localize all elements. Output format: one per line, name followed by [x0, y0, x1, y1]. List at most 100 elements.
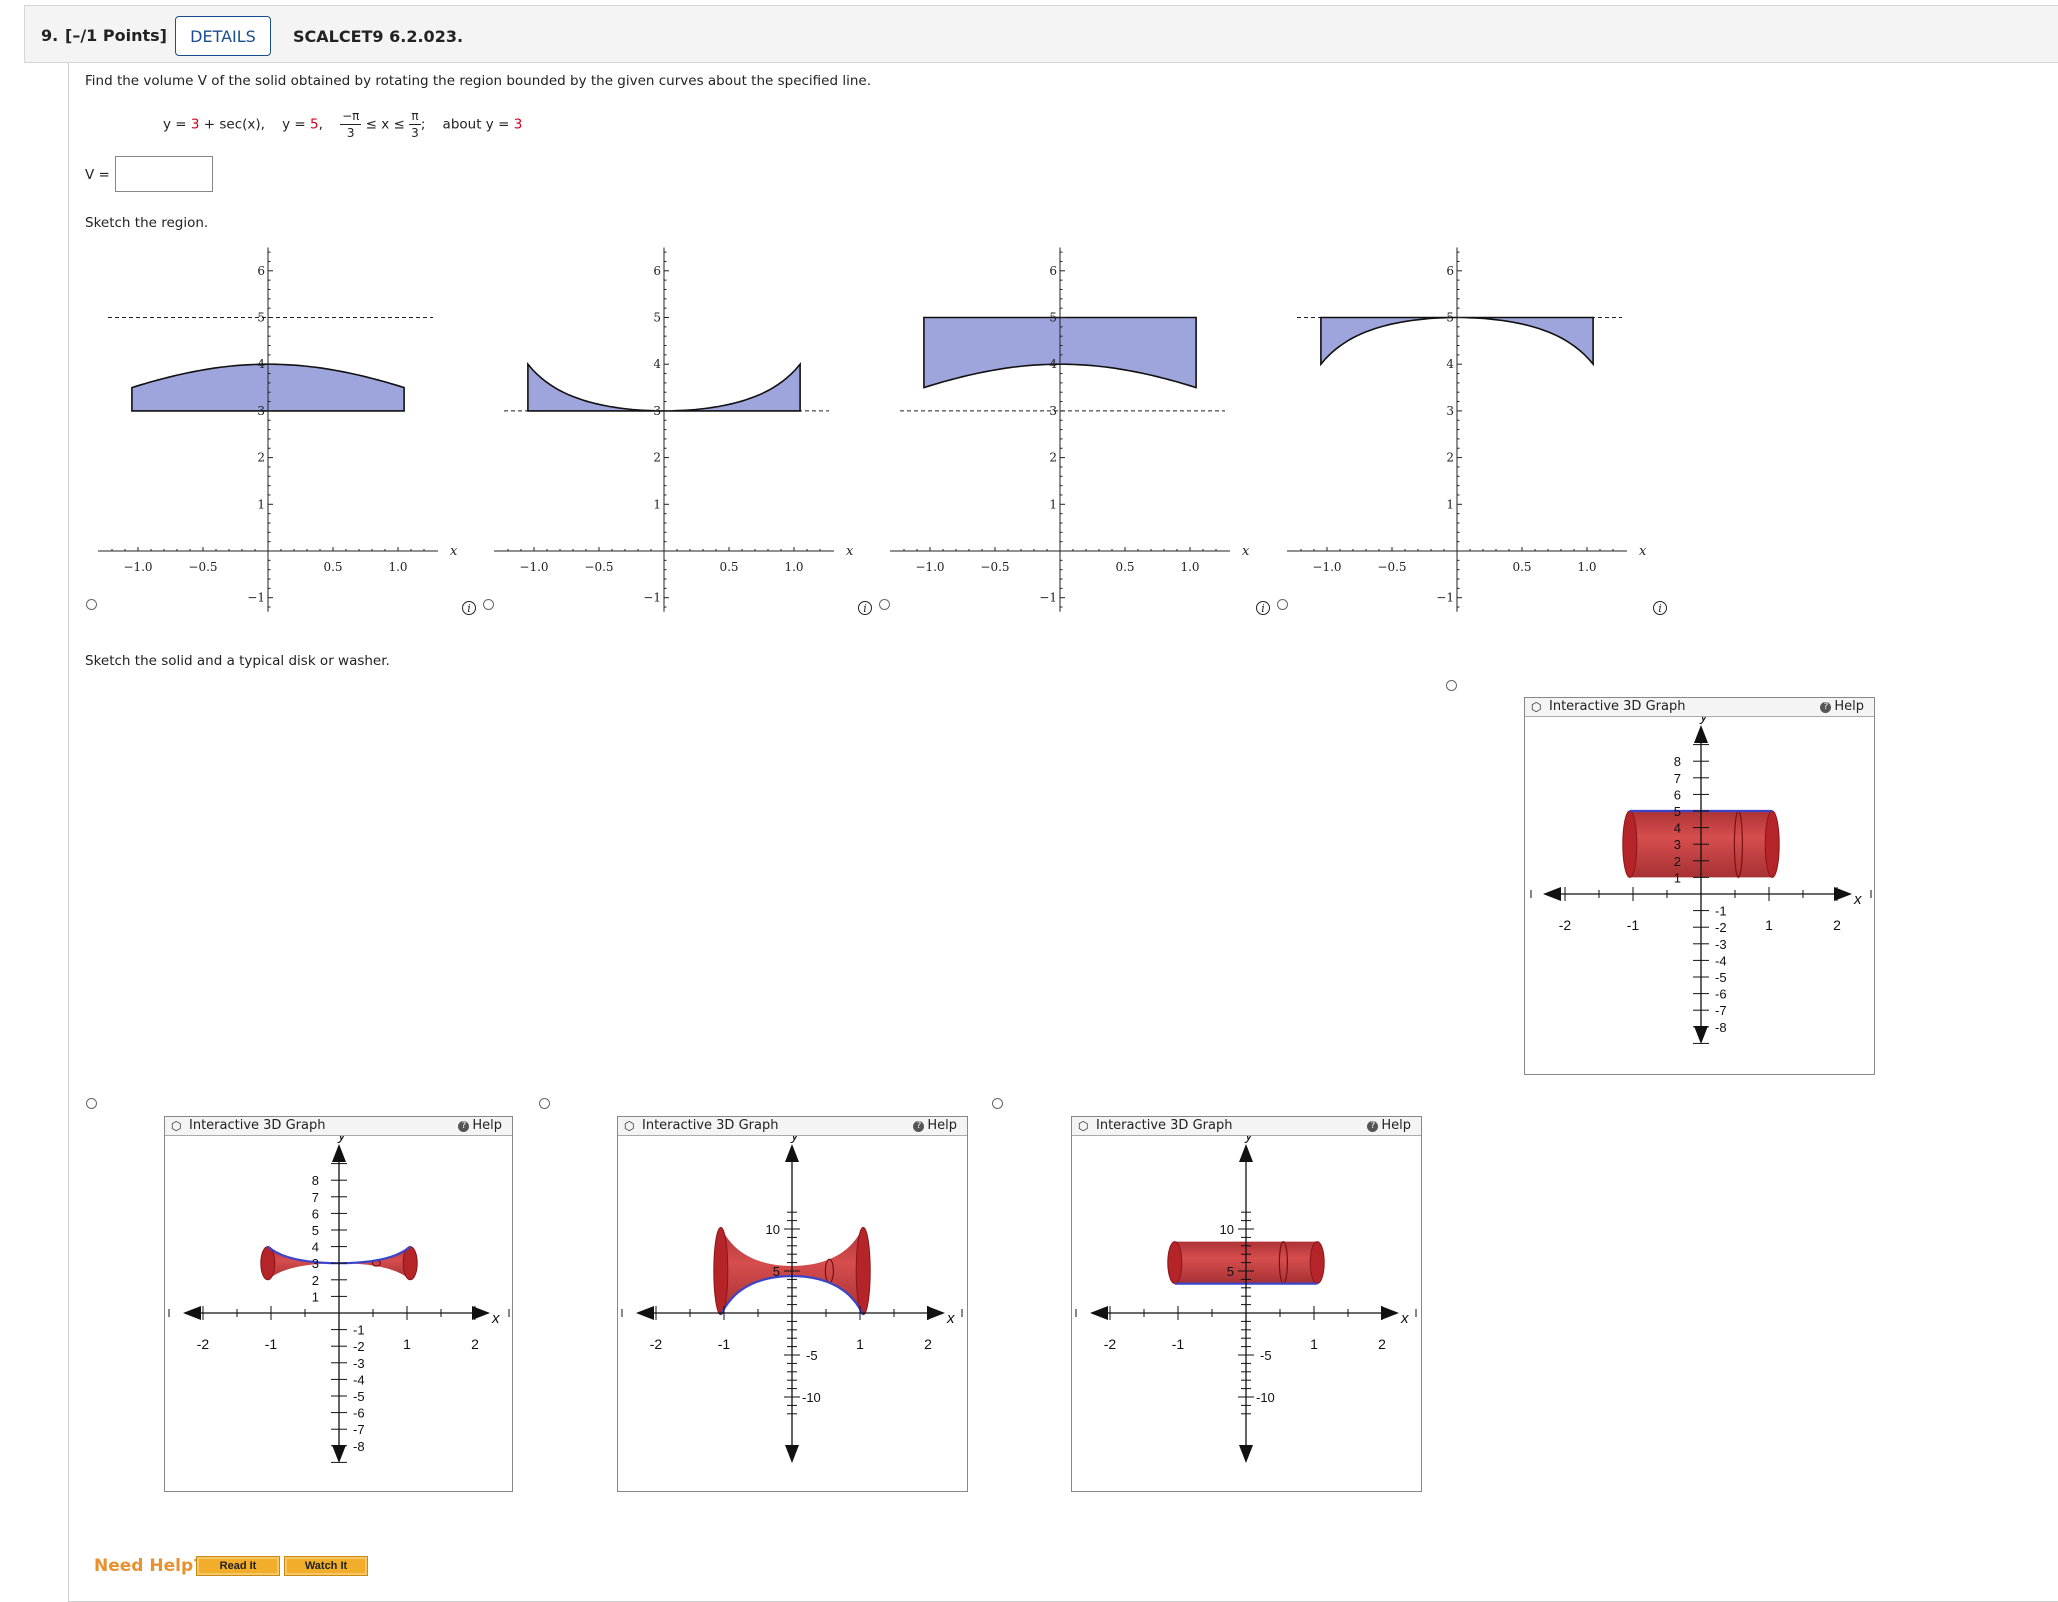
region-option-1-info-icon[interactable]: i [462, 601, 476, 615]
eq-y2-suffix: , [318, 116, 323, 133]
y-tick-label: -1 [1715, 904, 1727, 919]
solid-option-4-radio[interactable] [992, 1098, 1003, 1109]
region-option-3-radio[interactable] [879, 599, 890, 610]
region-option-2-radio[interactable] [483, 599, 494, 610]
help-icon: ? [1367, 1121, 1379, 1132]
region-option-1-radio[interactable] [86, 599, 97, 610]
solid-plot-3[interactable]: -2 -1 1 2x y 10 5 -5 -10 [618, 1136, 967, 1490]
x-tick-label: -1 [1627, 917, 1640, 933]
interactive-3d-graph-3[interactable]: ⬡ Interactive 3D Graph ?Help -2 -1 1 2x y 10 5 -5… [617, 1116, 968, 1492]
cube-icon: ⬡ [624, 1119, 635, 1133]
solid-option-2-radio[interactable] [86, 1098, 97, 1109]
y-tick-label: 5 [312, 1223, 319, 1238]
x-tick-label: 1 [403, 1336, 411, 1352]
solid-plot-4[interactable]: -2 -1 1 2x y 10 5 -5 -10 [1072, 1136, 1421, 1490]
help-link[interactable]: ? Help [458, 1118, 502, 1133]
y-tick-label: 6 [653, 264, 661, 278]
interactive-3d-graph-2[interactable]: ⬡Interactive 3D Graph?Help -2-112xy87654… [164, 1116, 513, 1492]
y-tick-label: 5 [1674, 804, 1681, 819]
y-tick-label: -2 [353, 1339, 365, 1354]
y-tick-label: 6 [312, 1206, 319, 1221]
x-axis-left-arrow [1543, 887, 1561, 901]
y-tick-label: -5 [806, 1348, 818, 1363]
eq-about-const: 3 [513, 116, 523, 133]
eq-y2-const: 5 [310, 116, 319, 133]
y-tick-label: 10 [1220, 1222, 1234, 1237]
y-tick-label: 5 [257, 311, 265, 325]
y-tick-label: -3 [353, 1356, 365, 1371]
y-tick-label: 8 [1674, 754, 1681, 769]
y-tick-label: -6 [1715, 987, 1727, 1002]
x-axis-label: x [1639, 544, 1647, 559]
y-tick-label: 4 [312, 1240, 319, 1255]
region-option-2-info-icon[interactable]: i [858, 601, 872, 615]
solid-plot-1[interactable]: -2-112xy87654321-1-2-3-4-5-6-7-8 [1525, 717, 1874, 1073]
y-tick-label: 6 [1049, 264, 1057, 278]
y-axis-label: y [1699, 717, 1709, 725]
y-tick-label: 5 [1446, 311, 1454, 325]
graph-title-bar: ⬡ Interactive 3D Graph ? Help [165, 1117, 512, 1136]
y-axis-down-arrow [785, 1445, 799, 1463]
eq-y2-prefix: y = [282, 116, 311, 133]
x-tick-label: −0.5 [1377, 560, 1406, 574]
y-tick-label: 1 [1446, 497, 1454, 511]
x-tick-label: 1.0 [784, 560, 803, 574]
y-tick-label: 6 [257, 264, 265, 278]
watch-it-button[interactable]: Watch It [284, 1556, 368, 1576]
problem-equation: y = 3 + sec(x), y = 5, −π 3 ≤ x ≤ π 3; abo… [163, 108, 522, 141]
region-option-4-radio[interactable] [1277, 599, 1288, 610]
y-tick-label: 2 [1049, 451, 1057, 465]
x-axis-label: x [491, 1310, 500, 1327]
solid-end-cap [260, 1246, 276, 1281]
y-tick-label: 1 [312, 1289, 319, 1304]
x-axis-label: x [450, 544, 458, 559]
read-it-button[interactable]: Read It [196, 1556, 280, 1576]
x-tick-label: 2 [1833, 917, 1841, 933]
help-link[interactable]: ? Help [913, 1118, 957, 1133]
solid-option-3-radio[interactable] [539, 1098, 550, 1109]
y-tick-label: 3 [653, 404, 661, 418]
x-tick-label: −0.5 [188, 560, 217, 574]
y-tick-label: -7 [353, 1422, 365, 1437]
x-tick-label: −0.5 [980, 560, 1009, 574]
question-header: 9. [–/1 Points] DETAILS SCALCET9 6.2.023… [24, 5, 2058, 63]
x-tick-label: 0.5 [1512, 560, 1531, 574]
volume-answer-input[interactable] [115, 156, 213, 192]
x-tick-label: 0.5 [1115, 560, 1134, 574]
solid-end-cap [402, 1246, 418, 1281]
region-option-4-info-icon[interactable]: i [1653, 601, 1667, 615]
answer-label: V = [85, 167, 110, 183]
solid-of-revolution [267, 1246, 411, 1280]
y-tick-label: 5 [773, 1264, 780, 1279]
interactive-3d-graph-4[interactable]: ⬡ Interactive 3D Graph ?Help -2 -1 1 2x y 10 5 -5… [1071, 1116, 1422, 1492]
x-tick-label: 0.5 [323, 560, 342, 574]
solid-end-cap [1764, 810, 1780, 878]
solid-option-1-radio[interactable] [1446, 680, 1457, 691]
help-link[interactable]: ? Help [1820, 699, 1864, 714]
y-tick-label: −1 [1039, 591, 1057, 605]
y-tick-label: 1 [653, 497, 661, 511]
y-axis-label: y [337, 1136, 347, 1144]
y-axis-down-arrow [1239, 1445, 1253, 1463]
x-tick-label: 2 [1378, 1336, 1386, 1352]
help-link[interactable]: ? Help [1367, 1118, 1411, 1133]
details-button[interactable]: DETAILS [175, 16, 271, 56]
x-tick-label: -2 [650, 1336, 663, 1352]
y-axis-up-arrow [1239, 1144, 1253, 1162]
y-tick-label: 4 [653, 357, 661, 371]
x-axis-right-arrow [1381, 1306, 1399, 1320]
y-axis-down-arrow [332, 1445, 346, 1463]
x-axis-label: x [846, 544, 854, 559]
solid-plot-2[interactable]: -2-112xy87654321-1-2-3-4-5-6-7-8 [165, 1136, 512, 1490]
y-tick-label: -3 [1715, 937, 1727, 952]
y-tick-label: 1 [1674, 870, 1681, 885]
x-tick-label: -2 [197, 1336, 210, 1352]
region-option-3-info-icon[interactable]: i [1256, 601, 1270, 615]
x-axis-label: x [946, 1310, 955, 1327]
x-tick-label: 1 [1765, 917, 1773, 933]
x-tick-label: 1.0 [1577, 560, 1596, 574]
interactive-3d-graph-1[interactable]: ⬡Interactive 3D Graph?Help -2-112xy87654… [1524, 697, 1875, 1075]
y-tick-label: -5 [1715, 970, 1727, 985]
cube-icon: ⬡ [171, 1119, 182, 1133]
